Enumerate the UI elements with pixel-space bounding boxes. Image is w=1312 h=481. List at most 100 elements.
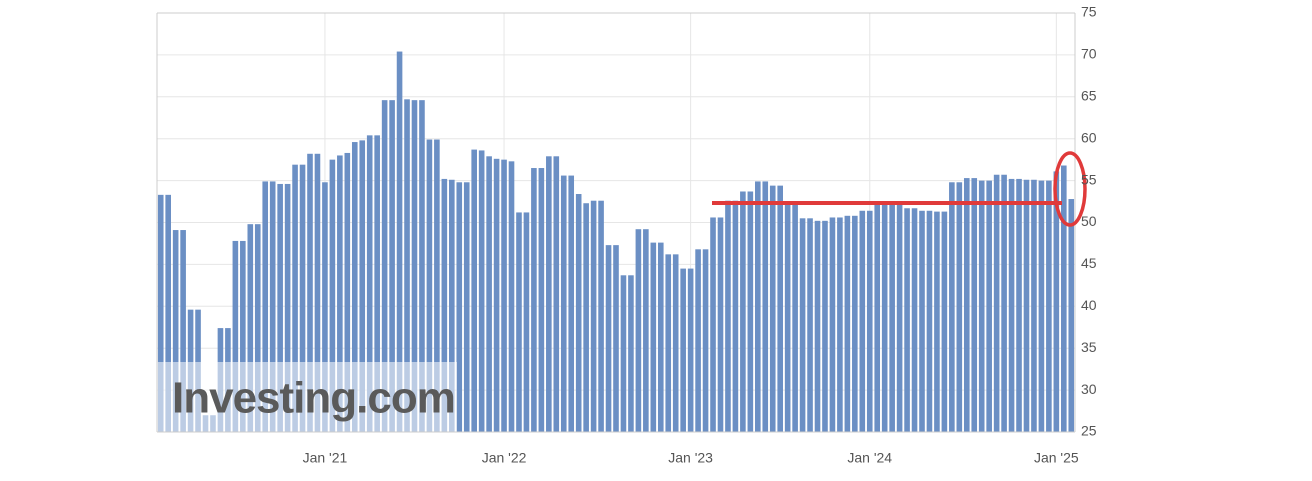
- bar: [568, 175, 575, 432]
- y-tick-label: 65: [1081, 88, 1097, 104]
- bar: [702, 249, 709, 432]
- bar: [1001, 174, 1007, 432]
- bar: [523, 212, 530, 432]
- bar: [620, 275, 627, 432]
- bar: [1008, 178, 1015, 432]
- bar: [919, 210, 925, 432]
- bars: [157, 51, 1075, 433]
- bar: [426, 139, 433, 432]
- bar: [1046, 180, 1052, 432]
- bar: [889, 202, 895, 432]
- bar: [284, 183, 291, 432]
- bar: [732, 200, 739, 432]
- bar: [896, 202, 903, 432]
- bar: [1016, 178, 1022, 432]
- bar: [157, 194, 164, 432]
- bar: [963, 178, 970, 432]
- bar: [389, 100, 395, 432]
- y-tick-label: 55: [1081, 171, 1097, 187]
- annotation-ellipse: [1053, 151, 1087, 227]
- bar: [1068, 199, 1075, 432]
- bar: [366, 135, 373, 432]
- bar: [575, 194, 582, 432]
- bar: [314, 153, 321, 432]
- y-tick-label: 60: [1081, 129, 1097, 145]
- bar: [762, 181, 769, 432]
- bar: [560, 175, 567, 432]
- bar: [784, 203, 791, 432]
- bar: [859, 210, 866, 432]
- bar: [381, 100, 388, 432]
- y-tick-label: 45: [1081, 255, 1097, 271]
- bar: [508, 161, 515, 433]
- bar: [247, 224, 254, 432]
- bar: [650, 242, 657, 432]
- bar: [337, 155, 343, 432]
- bar: [501, 159, 507, 432]
- bar: [277, 183, 283, 432]
- bar: [590, 200, 597, 432]
- bar: [553, 156, 560, 432]
- bar: [344, 152, 351, 433]
- bar: [822, 220, 828, 432]
- bar: [866, 210, 873, 432]
- bar: [710, 217, 716, 432]
- bar: [986, 180, 992, 432]
- bar: [881, 201, 888, 432]
- bar: [411, 100, 418, 432]
- x-tick-label: Jan '24: [847, 450, 892, 466]
- bar: [240, 240, 246, 432]
- bar: [172, 230, 179, 432]
- bar: [978, 180, 985, 432]
- bar: [844, 215, 851, 432]
- bar: [449, 179, 455, 432]
- bar: [396, 51, 403, 432]
- bar: [322, 182, 328, 432]
- bar: [837, 217, 843, 432]
- x-tick-label: Jan '25: [1034, 450, 1079, 466]
- bar: [419, 100, 425, 432]
- bar: [329, 159, 336, 432]
- bar: [949, 182, 955, 432]
- bar: [755, 181, 761, 432]
- bar: [1053, 171, 1060, 432]
- bar: [680, 268, 686, 432]
- y-tick-label: 40: [1081, 297, 1097, 313]
- bar: [657, 242, 664, 432]
- bar: [269, 181, 276, 432]
- bar: [583, 203, 589, 432]
- watermark: Investing.com: [172, 374, 455, 423]
- bar: [456, 182, 463, 432]
- y-tick-label: 30: [1081, 381, 1097, 397]
- bar: [1023, 179, 1030, 432]
- bar: [538, 168, 545, 432]
- bar: [434, 139, 440, 432]
- bar: [1061, 165, 1067, 433]
- bar: [672, 254, 679, 432]
- bar: [299, 164, 306, 433]
- bar: [516, 212, 522, 432]
- x-tick-label: Jan '21: [303, 450, 348, 466]
- bar: [351, 142, 358, 432]
- bar: [613, 245, 619, 432]
- watermark-box: [157, 362, 457, 432]
- bar: [747, 191, 754, 432]
- bar: [307, 153, 313, 432]
- bar: [605, 245, 612, 432]
- bar: [441, 178, 448, 432]
- bar: [777, 185, 783, 432]
- bar: [904, 208, 910, 432]
- bar: [956, 182, 963, 432]
- bar: [934, 211, 940, 432]
- bar: [471, 149, 477, 432]
- bar: [598, 200, 604, 432]
- bar: [971, 178, 978, 432]
- bar: [874, 201, 881, 432]
- bar: [852, 215, 858, 432]
- bar: [1031, 179, 1037, 432]
- bar: [404, 99, 410, 433]
- bar: [717, 217, 724, 432]
- bar: [359, 140, 366, 432]
- y-tick-label: 75: [1081, 4, 1097, 20]
